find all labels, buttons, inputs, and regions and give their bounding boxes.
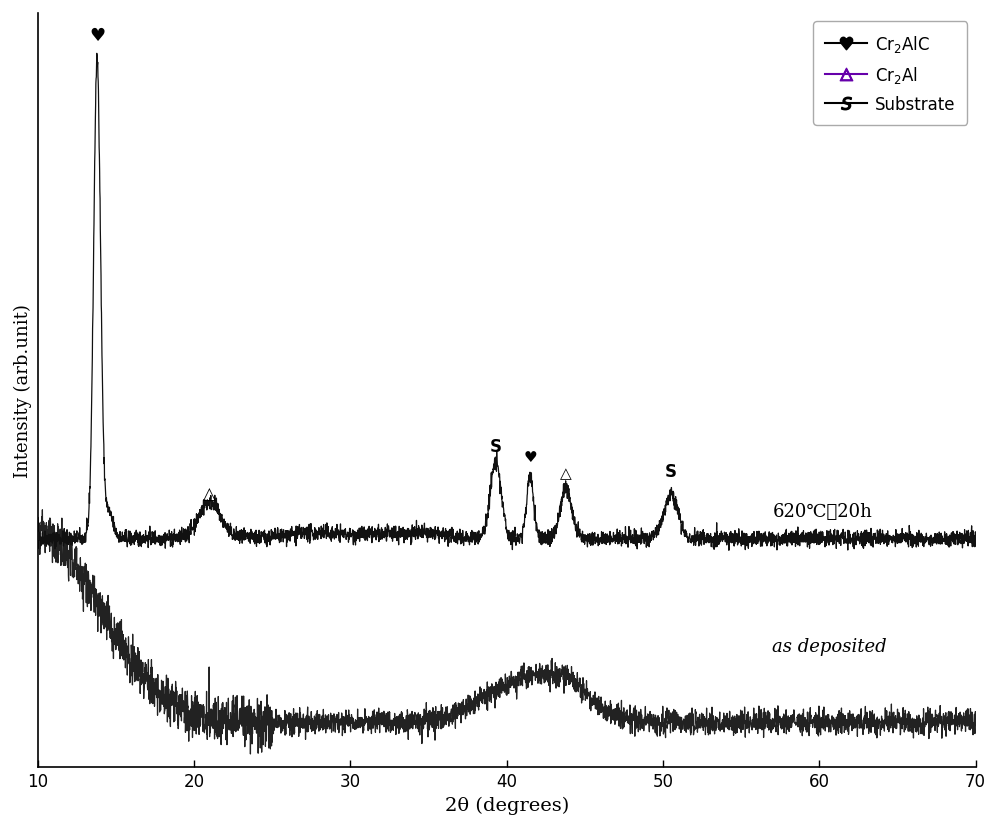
Text: 620℃，20h: 620℃，20h <box>772 503 872 521</box>
Text: as deposited: as deposited <box>772 638 887 656</box>
Text: S: S <box>490 437 502 455</box>
Text: △: △ <box>203 484 216 503</box>
Text: ♥: ♥ <box>523 450 537 465</box>
Text: △: △ <box>560 465 572 480</box>
Legend: Cr$_2$AlC, Cr$_2$Al, Substrate: Cr$_2$AlC, Cr$_2$Al, Substrate <box>813 22 967 125</box>
Text: S: S <box>665 462 677 480</box>
X-axis label: 2θ (degrees): 2θ (degrees) <box>445 796 569 814</box>
Text: ♥: ♥ <box>89 26 105 45</box>
Y-axis label: Intensity (arb.unit): Intensity (arb.unit) <box>14 304 32 478</box>
